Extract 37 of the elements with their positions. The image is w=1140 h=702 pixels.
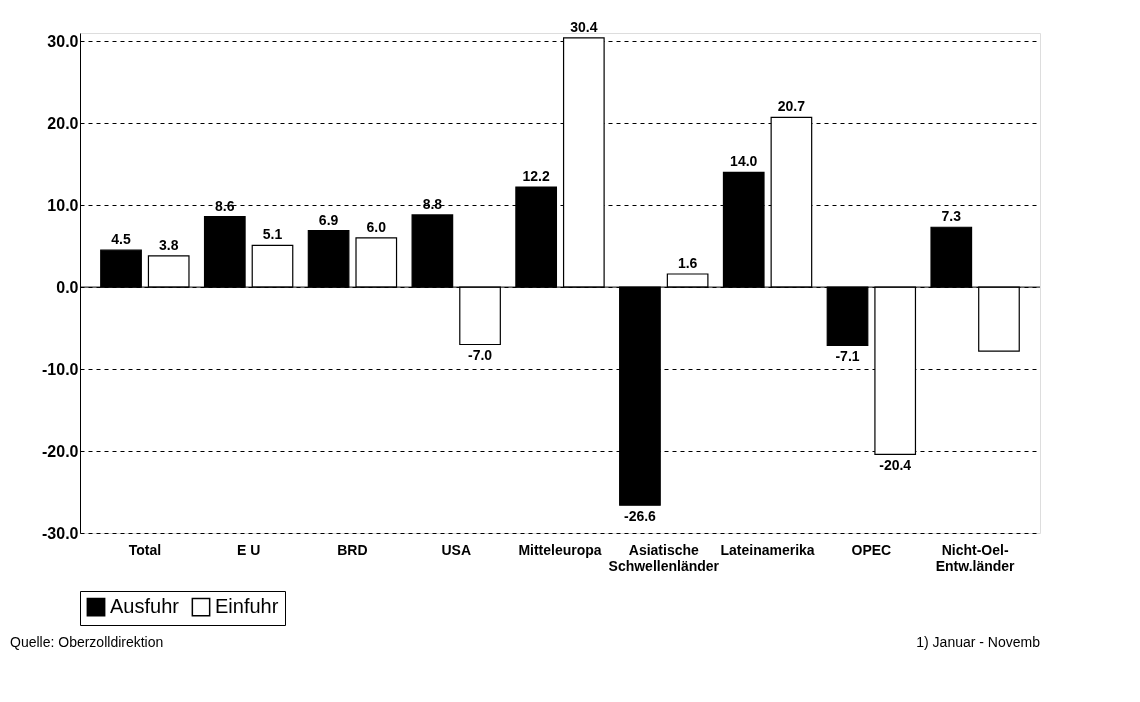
data-label: 14.0 [730, 153, 758, 170]
data-label: 1.6 [677, 254, 698, 271]
x-tick-label: BRD [337, 541, 368, 558]
x-tick-label: E U [236, 541, 261, 558]
data-label: 8.8 [422, 195, 443, 212]
y-tick-label: -20.0 [42, 442, 79, 460]
x-tick-label: Mitteleuropa [518, 541, 602, 558]
data-label: -26.6 [623, 508, 657, 525]
y-tick-label: -30.0 [42, 524, 79, 542]
data-label: 7.3 [941, 208, 962, 225]
x-tick-label: OPEC [851, 541, 892, 558]
text: 1) Januar - Novemb [916, 634, 1041, 650]
source-note: Quelle: Oberzolldirektion [10, 634, 164, 650]
legend-label: Ausfuhr [110, 595, 180, 618]
data-label: 6.0 [366, 218, 387, 235]
y-tick-label: 10.0 [47, 196, 79, 214]
y-tick-label: 20.0 [47, 114, 79, 132]
data-label: 3.8 [158, 236, 179, 253]
x-tick-label: USA [441, 541, 471, 558]
x-tick-label: Total [128, 541, 162, 558]
y-tick-label: 0.0 [56, 278, 79, 296]
data-label: 8.6 [215, 197, 235, 214]
y-tick-label: -10.0 [42, 360, 79, 378]
y-tick-label: 30.0 [47, 32, 79, 50]
x-tick-label: Lateinamerika [720, 541, 815, 558]
data-label: -20.4 [879, 457, 912, 474]
x-tick-label: Asiatische Schwellenländer [608, 541, 720, 574]
data-label: 12.2 [522, 168, 550, 185]
data-label: 6.9 [318, 211, 339, 228]
data-label: 4.5 [111, 231, 131, 248]
x-tick-label: Nicht-Oel- Entw.länder [935, 541, 1016, 574]
data-label: 5.1 [262, 226, 283, 243]
data-label: 30.4 [570, 18, 598, 35]
data-label: 20.7 [777, 98, 806, 115]
data-label: -7.1 [835, 348, 860, 365]
data-label: -7.0 [468, 347, 493, 364]
legend-label: Einfuhr [215, 595, 279, 618]
